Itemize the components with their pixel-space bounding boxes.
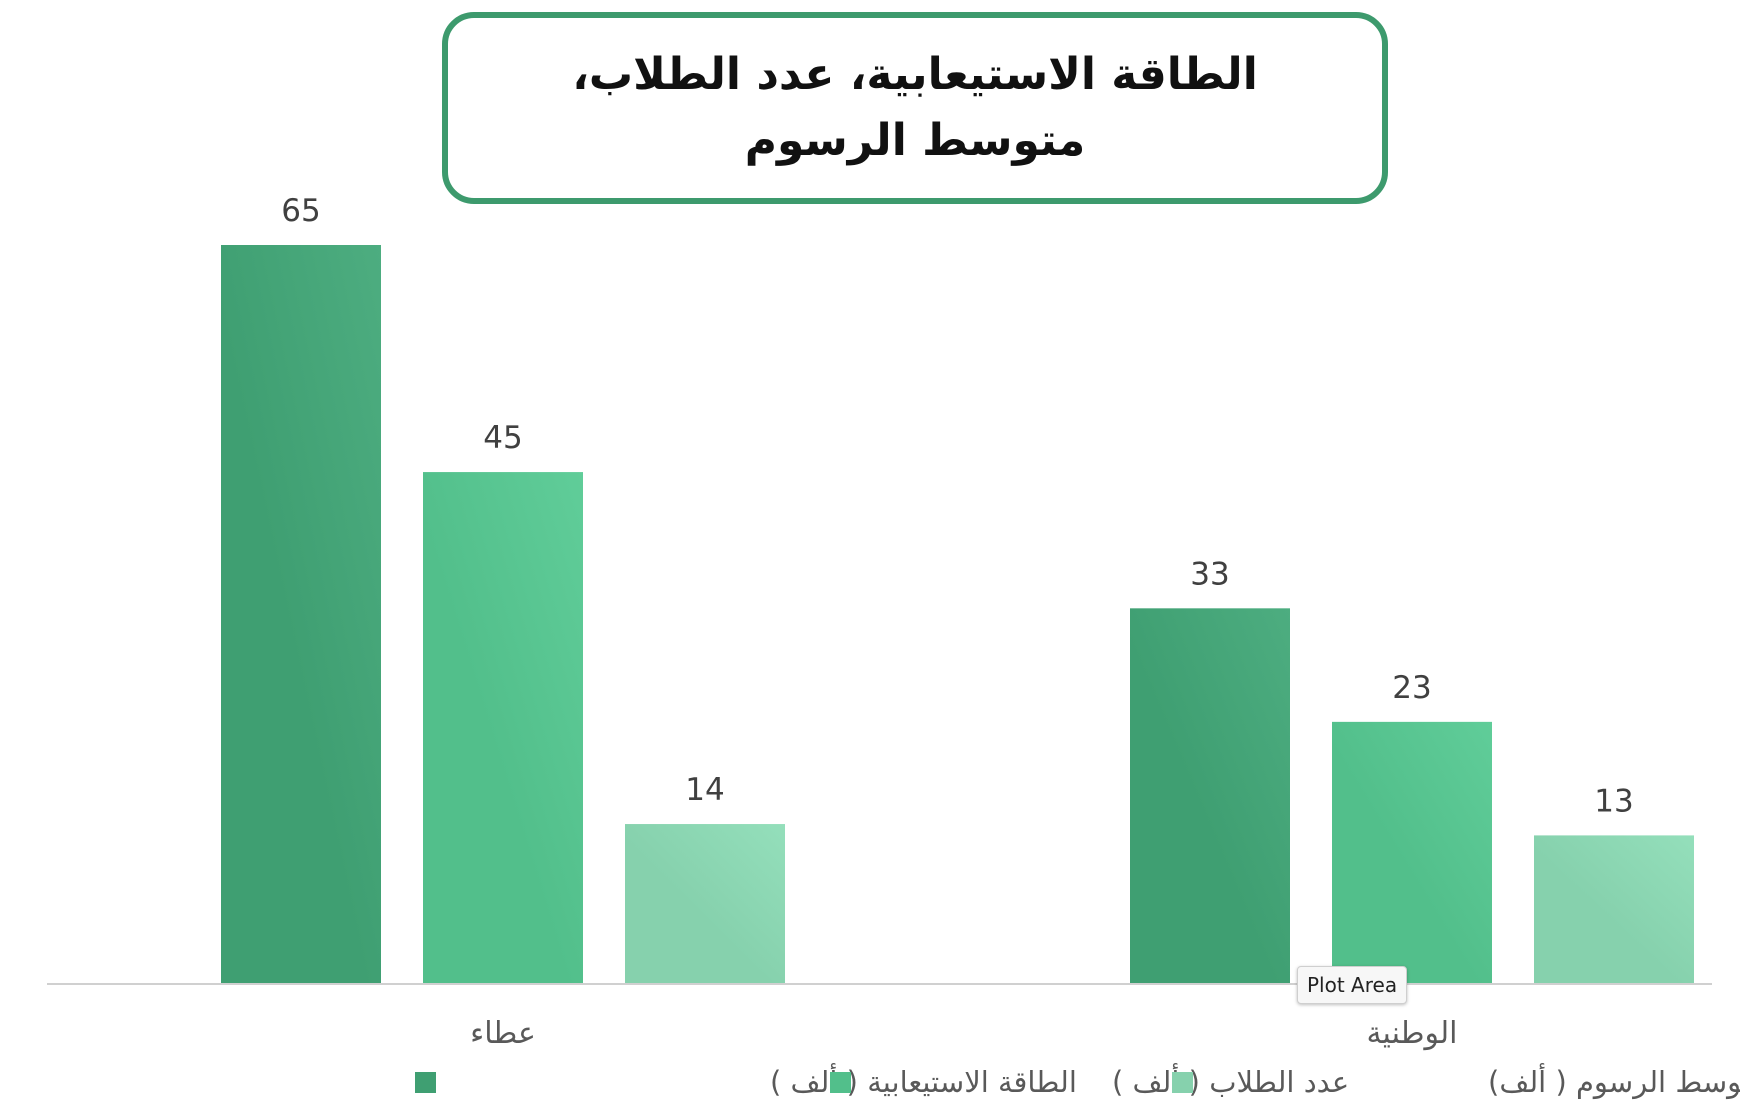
category-label-1: الوطنية xyxy=(1366,1016,1457,1051)
bar-0-0[interactable] xyxy=(221,245,381,983)
legend[interactable]: الطاقة الاستيعابية ( ألف ) عدد الطلاب ( أ… xyxy=(415,1062,1740,1099)
data-label-0-1: 45 xyxy=(483,420,522,456)
bar-0-2[interactable] xyxy=(625,824,785,983)
data-label-1-2: 13 xyxy=(1594,783,1633,819)
bar-0-1[interactable] xyxy=(423,472,583,983)
data-label-0-0: 65 xyxy=(281,193,320,229)
chart-title-box[interactable]: الطاقة الاستيعابية، عدد الطلاب، متوسط ال… xyxy=(442,12,1388,204)
legend-label-0: الطاقة الاستيعابية ( ألف ) xyxy=(770,1062,1077,1099)
plot-area-tooltip: Plot Area xyxy=(1297,966,1408,1004)
bar-1-0[interactable] xyxy=(1130,608,1290,983)
legend-label-1: عدد الطلاب ( ألف ) xyxy=(1112,1062,1349,1099)
chart-title: الطاقة الاستيعابية، عدد الطلاب، متوسط ال… xyxy=(572,49,1258,166)
category-label-0: عطاء xyxy=(470,1016,536,1051)
bar-1-1[interactable] xyxy=(1332,721,1492,983)
data-label-1-0: 33 xyxy=(1190,556,1229,592)
legend-label-2: متوسط الرسوم ( ألف) xyxy=(1488,1062,1740,1099)
legend-swatch-0 xyxy=(415,1072,436,1093)
data-label-1-1: 23 xyxy=(1392,670,1431,706)
labels-layer: 65 45 14 عطاء 33 23 13 الوطنية xyxy=(281,193,1633,1051)
bar-1-2[interactable] xyxy=(1534,835,1694,983)
bars-layer xyxy=(221,245,1694,983)
data-label-0-2: 14 xyxy=(685,772,724,808)
legend-swatch-1 xyxy=(830,1072,851,1093)
legend-swatch-2 xyxy=(1172,1072,1193,1093)
